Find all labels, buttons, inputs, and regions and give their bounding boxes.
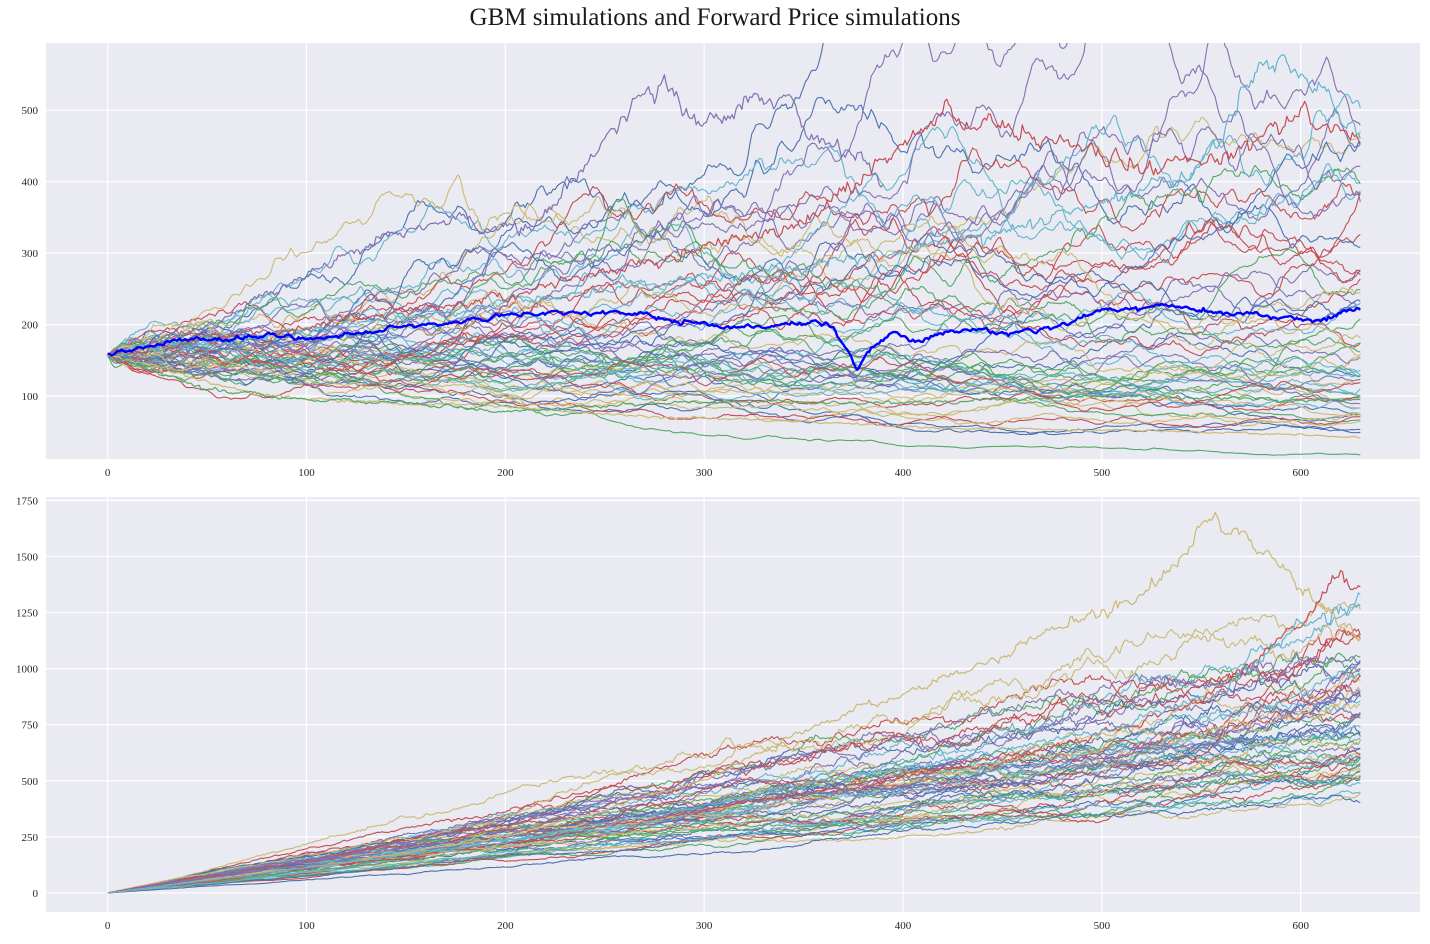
x-tick-label: 600 [1292, 920, 1309, 932]
figure-title: GBM simulations and Forward Price simula… [469, 4, 961, 31]
simulated-series-line [107, 352, 1361, 427]
simulated-series-line [107, 339, 1361, 396]
simulated-series-line [107, 219, 1361, 370]
x-tick-label: 200 [497, 920, 514, 932]
simulated-series-line [107, 354, 1361, 429]
simulated-series-line [107, 126, 1361, 356]
x-tick-label: 400 [895, 920, 912, 932]
y-tick-label: 750 [22, 720, 39, 732]
y-tick-label: 1000 [16, 664, 39, 676]
x-tick-label: 300 [696, 920, 713, 932]
simulated-series-line [107, 332, 1361, 383]
simulated-series-line [107, 318, 1361, 404]
simulated-series-line [107, 285, 1361, 376]
notable-series-line [107, 74, 884, 357]
simulated-series-line [107, 353, 1361, 456]
simulated-series-line [107, 96, 1361, 356]
simulated-series-line [107, 43, 1086, 364]
simulated-series-line [107, 624, 1361, 894]
notable-series-line [107, 354, 1361, 439]
highlighted-series-line [107, 302, 1361, 371]
simulated-series-line [107, 689, 1361, 894]
simulated-series-line [107, 794, 1361, 894]
plot-background [46, 497, 1420, 912]
simulated-series-line [107, 716, 1361, 894]
simulated-series-line [107, 43, 824, 357]
y-tick-label: 1750 [16, 495, 39, 507]
simulated-series-line [107, 628, 1361, 894]
y-tick-label: 250 [22, 832, 39, 844]
y-tick-label: 400 [22, 177, 39, 189]
x-tick-label: 500 [1094, 920, 1111, 932]
y-tick-label: 1500 [16, 551, 39, 563]
simulated-series-line [107, 775, 1361, 894]
y-tick-label: 200 [22, 320, 39, 332]
y-tick-label: 100 [22, 391, 39, 403]
simulated-series-line [107, 43, 1361, 364]
simulated-series-line [107, 753, 1361, 894]
simulated-series-line [107, 342, 1361, 410]
x-tick-label: 400 [895, 467, 912, 479]
simulated-series-line [107, 311, 1361, 405]
gbm-axes: 0 100 200 300 400 500 600 100 200 300 400 500 [22, 43, 1420, 479]
simulated-series-line [107, 174, 1361, 356]
simulated-series-line [107, 350, 1361, 409]
notable-series-line [107, 98, 1361, 355]
simulated-series-line [107, 337, 1361, 401]
x-tick-label: 200 [497, 467, 514, 479]
notable-series-line [107, 54, 1361, 358]
simulated-series-line [107, 126, 1361, 362]
forward-price-axes: 0 100 200 300 400 500 600 0 250 500 750 1000 1250 150… [16, 495, 1420, 932]
x-tick-label: 600 [1292, 467, 1309, 479]
simulated-series-line [107, 289, 1361, 379]
simulated-series-line [107, 755, 1361, 894]
simulated-series-line [107, 162, 1361, 356]
simulated-series-line [107, 296, 1361, 375]
y-tick-label: 500 [22, 776, 39, 788]
x-tick-label: 100 [298, 920, 315, 932]
simulated-series-line [107, 691, 1361, 894]
simulated-series-line [107, 347, 1361, 412]
x-tick-label: 0 [105, 467, 111, 479]
simulated-series-line [107, 348, 1361, 423]
y-tick-label: 1250 [16, 608, 39, 620]
simulated-series-line [107, 652, 1361, 894]
simulated-series-line [107, 715, 1361, 894]
simulated-series-line [107, 670, 1361, 894]
simulated-series-line [107, 93, 1361, 371]
simulated-series-line [107, 600, 1361, 894]
simulated-series-line [107, 342, 1361, 384]
simulated-series-line [107, 592, 1361, 894]
series-group [107, 511, 1361, 894]
notable-series-line [107, 356, 1361, 414]
simulated-series-line [107, 198, 1361, 356]
y-tick-label: 300 [22, 248, 39, 260]
notable-series-line [107, 570, 1361, 894]
notable-series-line [107, 603, 1361, 894]
y-tick-label: 0 [33, 888, 39, 900]
x-tick-label: 0 [105, 920, 111, 932]
x-tick-label: 100 [298, 467, 315, 479]
x-tick-label: 300 [696, 467, 713, 479]
simulated-series-line [107, 239, 1361, 359]
series-group [107, 43, 1361, 456]
y-tick-label: 500 [22, 105, 39, 117]
simulated-series-line [107, 348, 1361, 401]
simulated-series-line [107, 147, 1361, 361]
x-tick-label: 500 [1094, 467, 1111, 479]
simulated-series-line [107, 301, 1361, 389]
